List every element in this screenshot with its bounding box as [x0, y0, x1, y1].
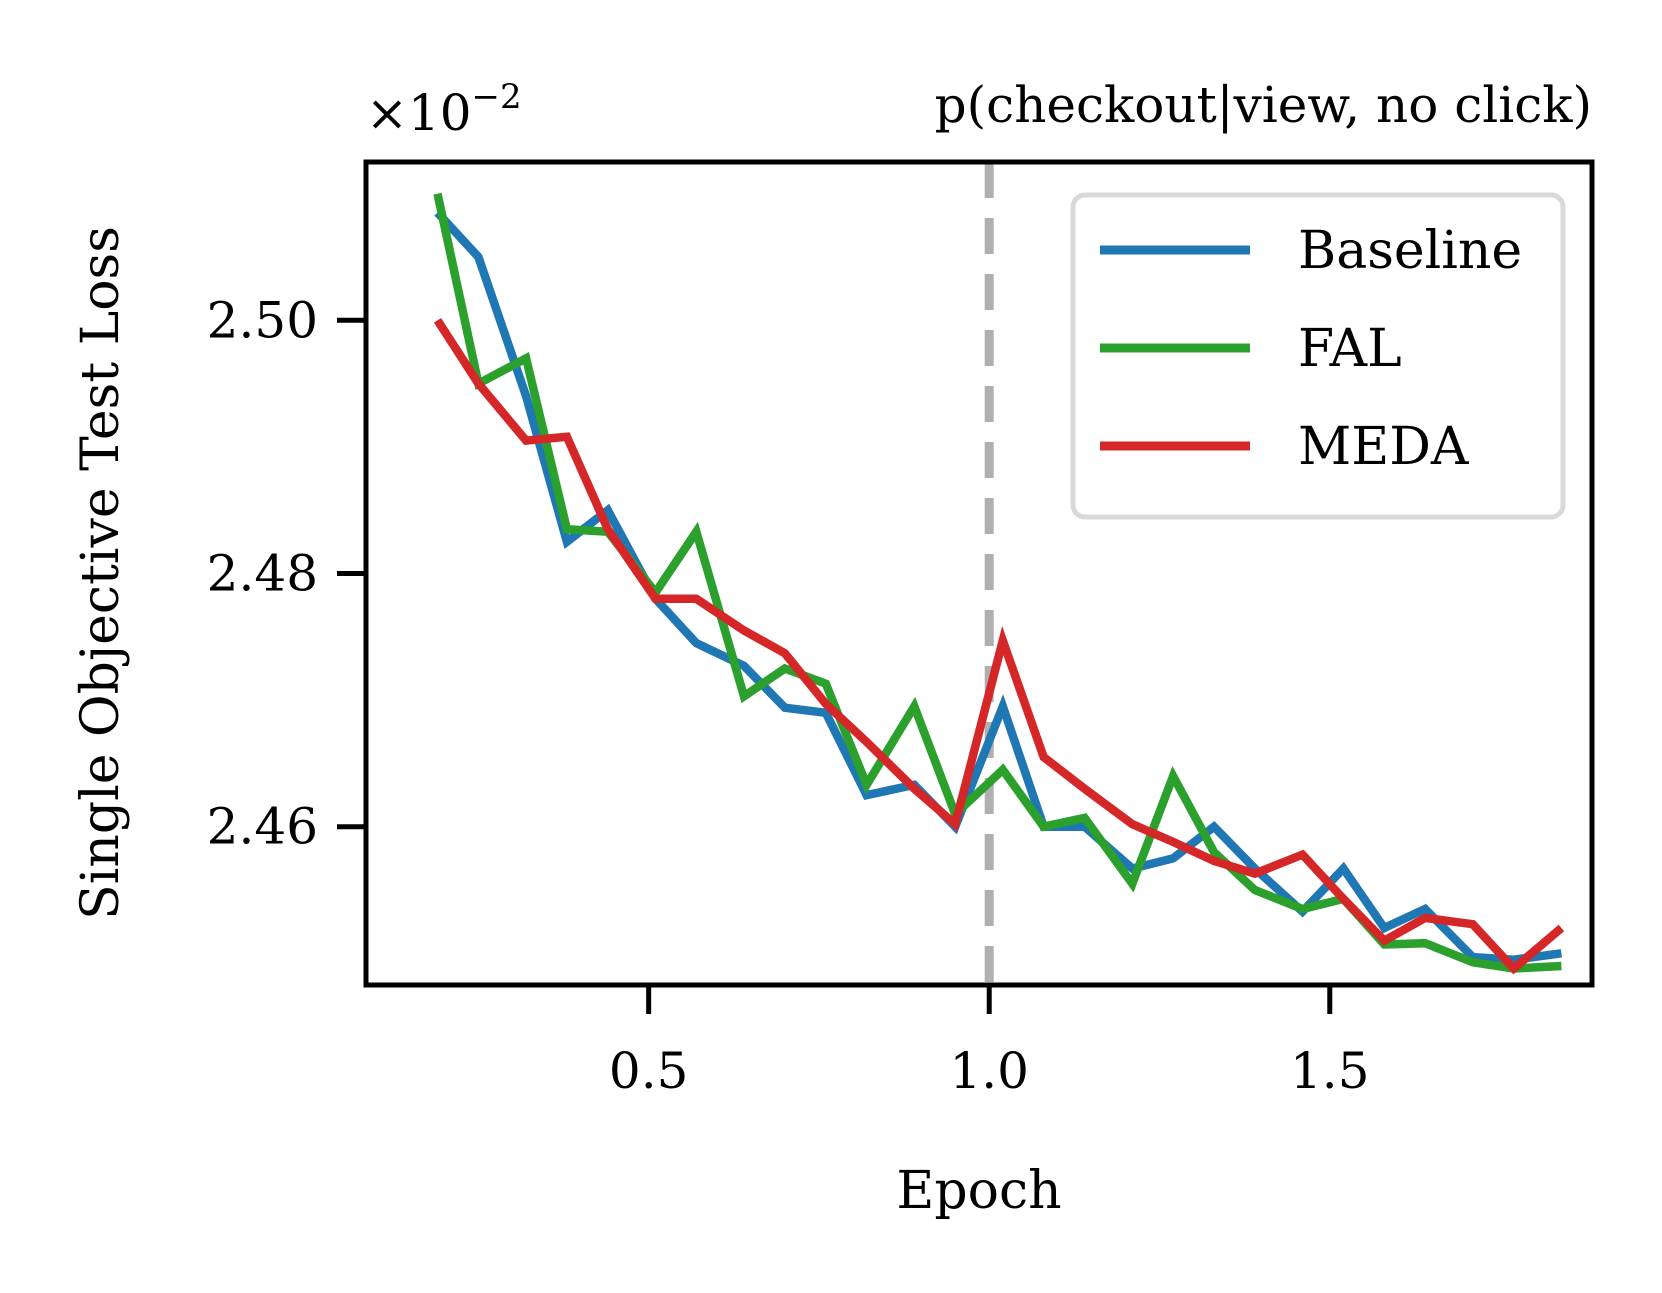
- x-tick-label: 1.5: [1290, 1042, 1370, 1100]
- y-tick-label: 2.46: [207, 798, 318, 856]
- x-tick-label: 0.5: [609, 1042, 689, 1100]
- series-line-meda: [433, 317, 1565, 975]
- x-axis-ticks: 0.5 1.0 1.5: [609, 985, 1370, 1100]
- y-axis-title: Single Objective Test Loss: [71, 226, 131, 920]
- legend-label-fal: FAL: [1298, 319, 1402, 379]
- plot-title: p(checkout|view, no click): [935, 76, 1592, 134]
- legend-label-baseline: Baseline: [1298, 221, 1522, 281]
- y-tick-label: 2.48: [207, 545, 318, 603]
- y-axis-ticks: 2.46 2.48 2.50: [207, 291, 366, 856]
- x-axis-title: Epoch: [896, 1161, 1061, 1221]
- y-tick-label: 2.50: [207, 291, 318, 349]
- series-line-baseline: [434, 209, 1562, 964]
- y-offset-label: ×10−2: [366, 77, 522, 142]
- legend: Baseline FAL MEDA: [1070, 192, 1566, 520]
- legend-label-meda: MEDA: [1298, 417, 1470, 477]
- legend-box: [1070, 192, 1566, 520]
- x-tick-label: 1.0: [949, 1042, 1029, 1100]
- series-layer: [433, 192, 1565, 975]
